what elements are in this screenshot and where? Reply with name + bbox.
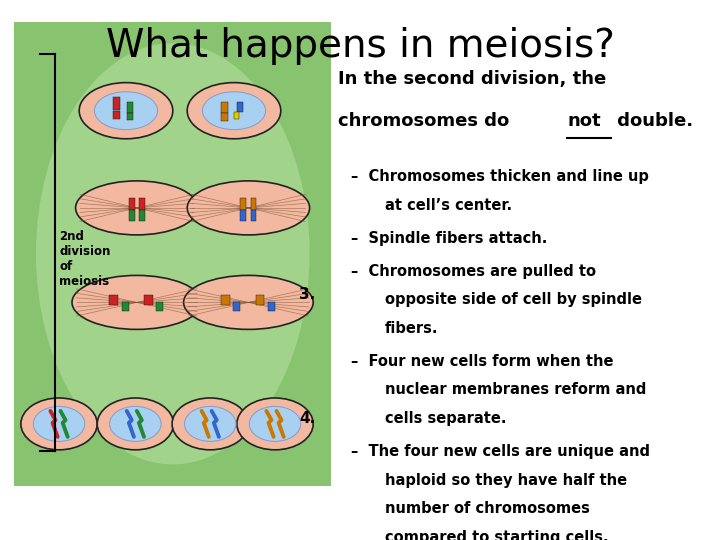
Bar: [240, 210, 246, 221]
Text: opposite side of cell by spindle: opposite side of cell by spindle: [385, 292, 642, 307]
Bar: [256, 295, 264, 305]
Ellipse shape: [187, 83, 281, 139]
Text: fibers.: fibers.: [385, 321, 438, 336]
Bar: [240, 198, 246, 210]
Ellipse shape: [109, 407, 161, 441]
Text: What happens in meiosis?: What happens in meiosis?: [106, 27, 614, 65]
Text: 4.: 4.: [299, 411, 315, 426]
Text: number of chromosomes: number of chromosomes: [385, 501, 590, 516]
Bar: [14, 22, 331, 486]
Text: –  Chromosomes thicken and line up: – Chromosomes thicken and line up: [351, 169, 649, 184]
Bar: [129, 210, 135, 221]
Ellipse shape: [97, 398, 174, 450]
Bar: [113, 111, 120, 119]
Ellipse shape: [33, 407, 85, 441]
Ellipse shape: [79, 83, 173, 139]
Bar: [109, 295, 118, 305]
Ellipse shape: [72, 275, 202, 329]
Bar: [268, 302, 275, 311]
Text: nuclear membranes reform and: nuclear membranes reform and: [385, 382, 647, 397]
Text: 2nd
division
of
meiosis: 2nd division of meiosis: [59, 230, 110, 288]
Text: –  Chromosomes are pulled to: – Chromosomes are pulled to: [351, 264, 596, 279]
Bar: [127, 102, 133, 112]
Text: cells separate.: cells separate.: [385, 411, 507, 426]
Text: In the second division, the: In the second division, the: [338, 70, 607, 88]
Ellipse shape: [76, 181, 198, 235]
Bar: [139, 198, 145, 210]
Bar: [233, 302, 240, 311]
Text: 3.: 3.: [299, 287, 315, 302]
Bar: [139, 210, 145, 221]
Ellipse shape: [184, 407, 236, 441]
Ellipse shape: [237, 398, 313, 450]
Ellipse shape: [184, 275, 313, 329]
Bar: [251, 210, 256, 221]
Bar: [222, 113, 228, 121]
Text: haploid so they have half the: haploid so they have half the: [385, 472, 627, 488]
Ellipse shape: [94, 92, 158, 130]
Bar: [122, 302, 129, 311]
Bar: [221, 295, 230, 305]
Ellipse shape: [172, 398, 248, 450]
Bar: [127, 112, 133, 119]
Text: –  Spindle fibers attach.: – Spindle fibers attach.: [351, 231, 548, 246]
Bar: [144, 295, 153, 305]
Text: at cell’s center.: at cell’s center.: [385, 198, 513, 213]
Bar: [222, 102, 228, 113]
Bar: [113, 97, 120, 110]
Bar: [237, 102, 243, 112]
Ellipse shape: [36, 43, 310, 464]
Ellipse shape: [202, 92, 266, 130]
Bar: [129, 198, 135, 210]
Ellipse shape: [187, 181, 310, 235]
Bar: [233, 112, 239, 119]
Text: double.: double.: [611, 112, 693, 130]
Text: chromosomes do: chromosomes do: [338, 112, 516, 130]
Bar: [251, 198, 256, 210]
Text: –  Four new cells form when the: – Four new cells form when the: [351, 354, 614, 369]
Text: –  The four new cells are unique and: – The four new cells are unique and: [351, 444, 650, 459]
Bar: [156, 302, 163, 311]
Text: not: not: [567, 112, 601, 130]
Text: compared to starting cells.: compared to starting cells.: [385, 530, 609, 540]
Ellipse shape: [21, 398, 97, 450]
Ellipse shape: [249, 407, 301, 441]
